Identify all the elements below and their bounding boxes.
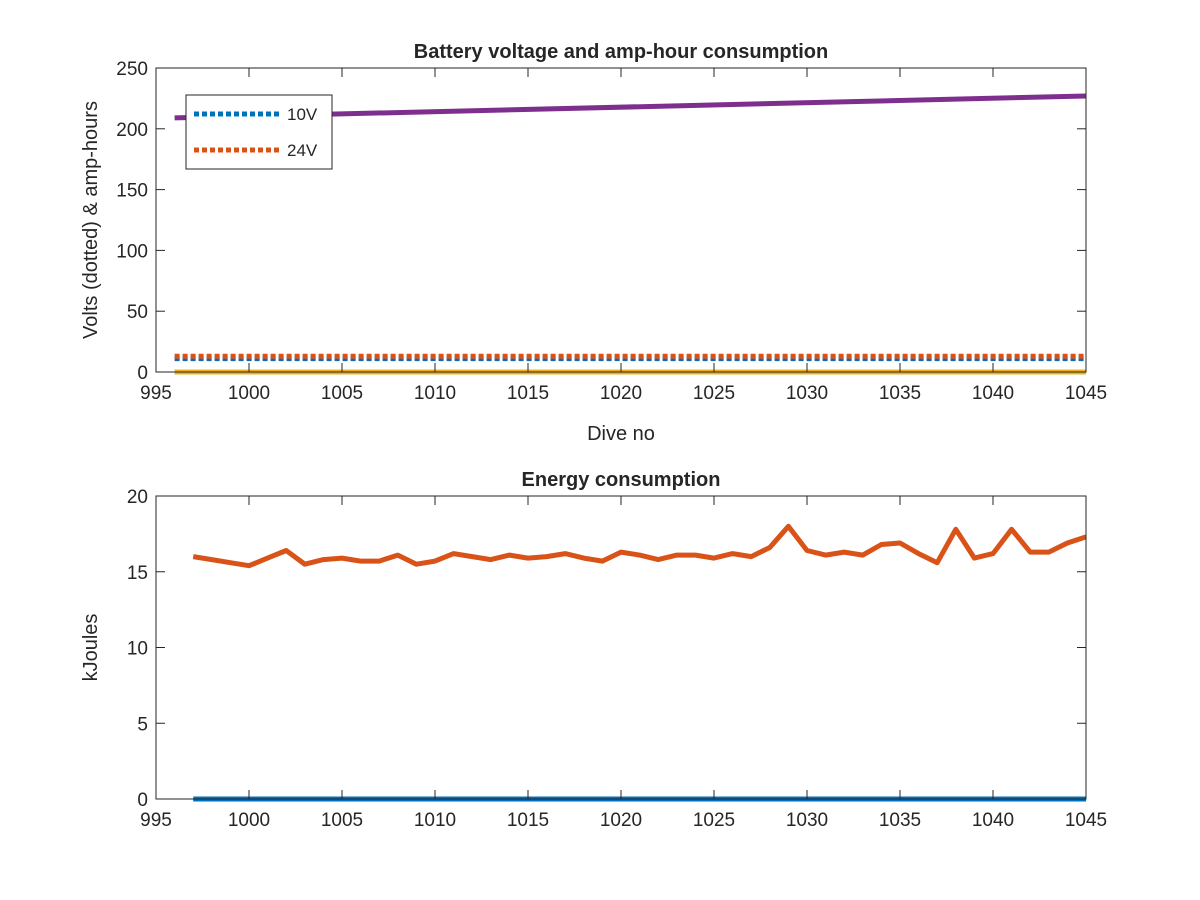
x-tick-label: 995: [140, 810, 172, 831]
x-tick-label: 1000: [228, 810, 270, 831]
x-tick-label: 1045: [1065, 383, 1107, 404]
x-tick-label: 1015: [507, 383, 549, 404]
legend-box: [185, 94, 333, 170]
x-axis-title: Dive no: [587, 423, 655, 445]
y-tick-label: 150: [116, 181, 148, 202]
ticks-layer: 995 1000 1005 1010 1015 1020 1025 1030 1035 1040 1…: [127, 487, 1107, 831]
y-tick-label: 200: [116, 120, 148, 141]
chart-title: Energy consumption: [522, 469, 721, 491]
y-tick-label: 0: [137, 790, 148, 811]
x-tick-label: 1010: [414, 810, 456, 831]
y-tick-label: 100: [116, 241, 148, 262]
axes-voltage-amphours: 995 1000 1005 1010 1015 1020 1025 1030 1035 1040 1…: [80, 41, 1107, 445]
x-tick-label: 1005: [321, 383, 363, 404]
x-tick-label: 1040: [972, 810, 1014, 831]
x-tick-label: 1020: [600, 810, 642, 831]
y-tick-label: 15: [127, 563, 148, 584]
legend: 10V 24V: [185, 94, 333, 170]
axes-energy: 995 1000 1005 1010 1015 1020 1025 1030 1035 1040 1…: [80, 469, 1107, 831]
chart-title: Battery voltage and amp-hour consumption: [414, 41, 828, 63]
x-tick-label: 1005: [321, 810, 363, 831]
x-tick-label: 1020: [600, 383, 642, 404]
y-axis-title: Volts (dotted) & amp-hours: [80, 101, 102, 339]
x-tick-label: 1040: [972, 383, 1014, 404]
y-tick-label: 50: [127, 302, 148, 323]
legend-label-10v: 10V: [287, 105, 318, 124]
x-tick-label: 1045: [1065, 810, 1107, 831]
x-tick-label: 1015: [507, 810, 549, 831]
y-tick-label: 0: [137, 363, 148, 384]
y-tick-label: 20: [127, 487, 148, 508]
y-tick-label: 250: [116, 59, 148, 80]
legend-label-24v: 24V: [287, 141, 318, 160]
y-tick-label: 5: [137, 714, 148, 735]
x-tick-label: 1025: [693, 810, 735, 831]
x-tick-label: 1030: [786, 383, 828, 404]
x-tick-label: 1000: [228, 383, 270, 404]
series-line-orange: [192, 523, 1086, 569]
ticks-layer: 995 1000 1005 1010 1015 1020 1025 1030 1035 1040 1…: [116, 59, 1107, 404]
x-tick-label: 1025: [693, 383, 735, 404]
y-axis-title: kJoules: [80, 614, 102, 682]
x-tick-label: 1035: [879, 810, 921, 831]
x-tick-label: 1035: [879, 383, 921, 404]
x-tick-label: 1010: [414, 383, 456, 404]
y-tick-label: 10: [127, 639, 148, 660]
x-tick-label: 1030: [786, 810, 828, 831]
x-tick-label: 995: [140, 383, 172, 404]
